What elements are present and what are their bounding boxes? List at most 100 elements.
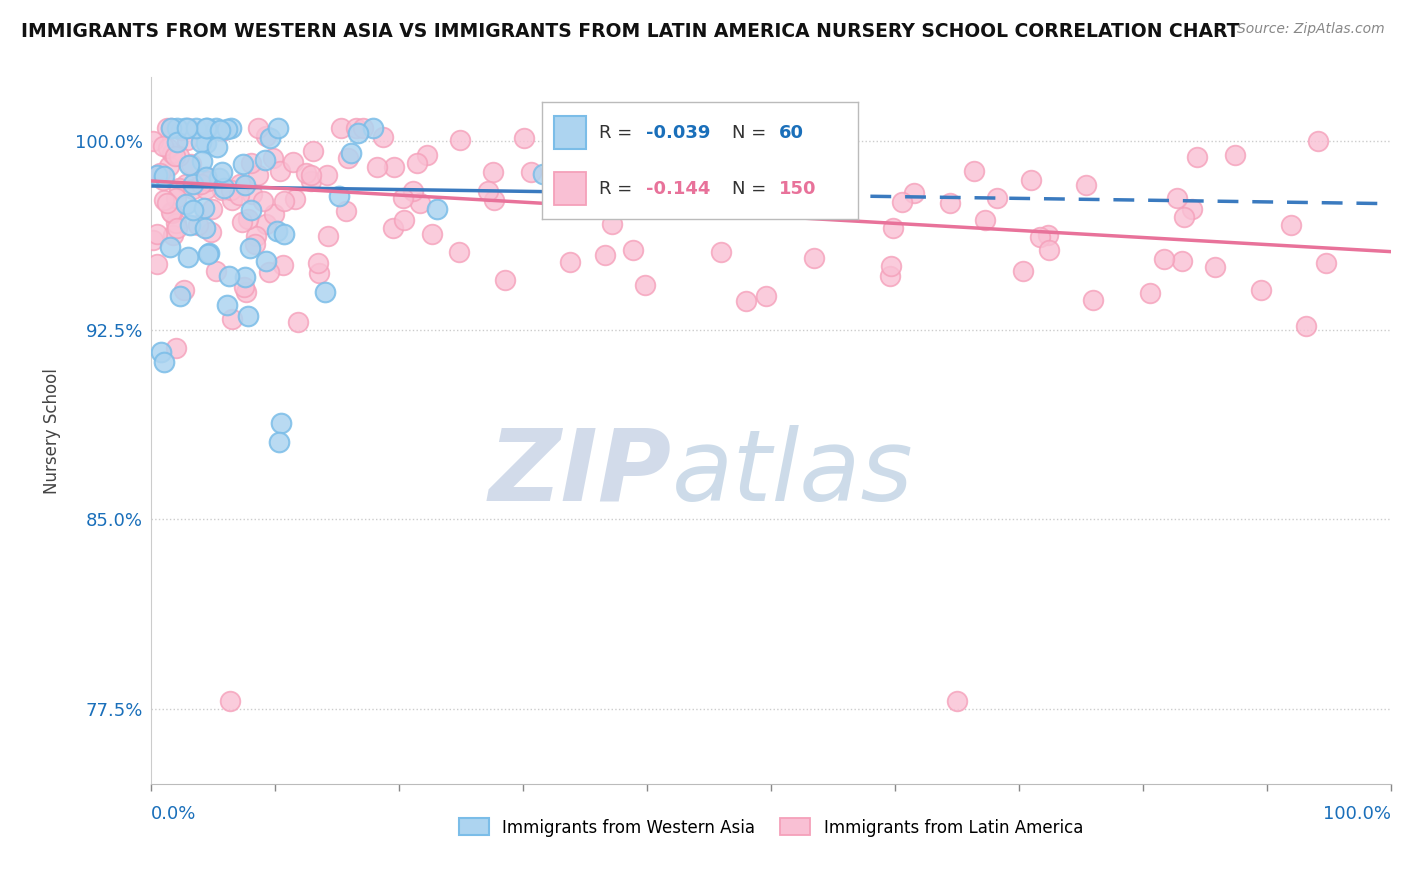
Point [938,196,960,211]
Point [1083,293,1105,307]
Point [179,159,201,173]
Point [1180,202,1202,216]
Point [273,227,295,241]
Point [239,241,262,255]
Point [392,213,415,227]
Point [636,173,658,187]
Point [166,120,188,135]
Point [200,225,222,239]
Point [215,122,238,136]
Point [299,174,322,188]
Point [245,228,267,243]
Point [209,122,232,136]
Point [1173,211,1195,225]
Point [184,120,207,135]
Point [152,355,174,369]
Text: ZIP: ZIP [489,425,672,522]
Point [243,237,266,252]
Point [314,285,336,299]
Point [247,120,270,135]
Point [299,168,322,182]
Point [149,344,172,359]
Point [177,250,200,264]
Point [308,266,330,280]
Point [882,221,904,235]
Point [142,134,165,148]
Point [197,247,219,261]
Point [211,164,233,178]
Point [221,311,243,326]
Point [710,244,733,259]
Point [1153,252,1175,267]
Point [190,153,212,168]
Point [205,120,228,135]
Point [1076,178,1098,192]
Point [409,195,432,210]
Point [162,227,184,242]
Point [205,140,228,154]
Point [219,183,242,197]
Point [218,269,240,284]
Point [254,128,277,143]
Point [1038,243,1060,257]
Point [233,269,256,284]
Point [315,168,337,182]
Point [176,120,198,135]
Point [392,191,415,205]
Point [165,149,187,163]
Point [974,212,997,227]
Point [347,126,370,140]
Point [177,120,200,135]
Y-axis label: Nursery School: Nursery School [44,368,60,494]
Point [946,694,969,708]
Point [174,197,197,211]
Point [1012,264,1035,278]
Point [793,121,815,136]
Point [477,184,499,198]
Point [165,216,187,230]
Point [382,160,405,174]
Point [267,120,290,135]
Point [263,206,285,220]
Point [808,152,831,166]
Text: 0.0%: 0.0% [152,805,197,822]
Point [634,277,657,292]
Point [238,211,260,226]
Point [221,194,243,208]
Point [513,131,536,145]
Point [600,146,623,161]
Point [683,180,706,194]
Point [426,202,449,216]
Point [986,191,1008,205]
Point [165,190,187,204]
Point [157,141,180,155]
Point [160,145,183,160]
Point [246,168,269,182]
Point [1204,260,1226,274]
Point [1139,286,1161,301]
Text: 100.0%: 100.0% [1323,805,1391,822]
Point [344,120,367,135]
Point [195,120,218,135]
Point [307,256,329,270]
Point [755,289,778,303]
Point [482,165,505,179]
Point [156,120,179,135]
Point [215,298,238,312]
Point [174,177,197,191]
Point [181,203,204,218]
Point [589,159,612,173]
Point [880,260,903,274]
Point [187,219,209,233]
Point [602,217,624,231]
Point [169,289,191,303]
Point [194,136,217,150]
Point [179,218,201,232]
Point [231,215,253,229]
Point [165,341,187,355]
Point [1279,218,1302,232]
Point [183,182,205,196]
Point [195,120,218,135]
Point [232,279,254,293]
Point [269,434,291,449]
